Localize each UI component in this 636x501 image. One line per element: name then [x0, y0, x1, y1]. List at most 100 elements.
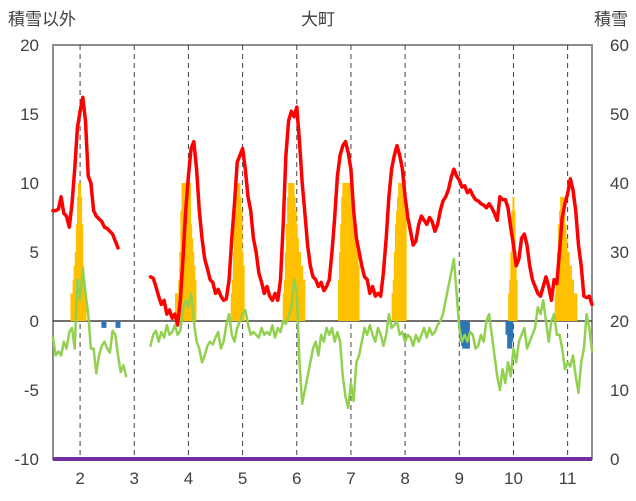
snow-depth-bar: [339, 252, 342, 321]
snow-depth-bar: [83, 279, 86, 321]
snow-depth-bar: [402, 183, 405, 321]
snow-depth-bar: [291, 183, 294, 321]
snow-depth-bar: [572, 279, 575, 321]
snow-depth-bar: [357, 265, 360, 321]
snow-depth-bar: [78, 183, 81, 321]
snow-depth-bar: [288, 183, 291, 321]
snow-depth-bar: [564, 224, 567, 321]
snow-depth-bar: [555, 279, 558, 321]
y-left-tick-label: -5: [24, 381, 39, 400]
snow-depth-bar: [187, 183, 190, 321]
snow-depth-bar: [292, 183, 295, 321]
red-series-line: [148, 105, 594, 327]
snow-depth-bar: [75, 224, 78, 321]
snow-depth-bar: [73, 265, 76, 321]
y-left-label: 積雪以外: [8, 10, 76, 30]
snow-depth-bar: [556, 252, 559, 321]
y-left-tick-label: -10: [14, 450, 39, 469]
x-tick-label: 10: [504, 469, 523, 488]
snow-depth-bar: [397, 196, 400, 321]
snow-depth-bar: [574, 293, 577, 321]
snow-depth-bar: [569, 265, 572, 321]
snow-depth-bar: [231, 279, 234, 321]
snow-depth-bar: [189, 183, 192, 321]
snow-depth-bar: [394, 224, 397, 321]
snow-depth-bar: [290, 183, 293, 321]
snow-depth-bar: [82, 265, 85, 321]
snow-depth-bar: [508, 293, 511, 321]
y-right-tick-label: 20: [610, 312, 629, 331]
snow-depth-bar: [401, 183, 404, 321]
x-tick-label: 9: [455, 469, 464, 488]
snow-depth-bar: [239, 196, 242, 321]
snow-depth-bar: [399, 183, 402, 321]
snow-depth-bar: [346, 183, 349, 321]
snow-depth-bar: [511, 210, 514, 321]
snow-depth-bar: [351, 183, 354, 321]
x-tick-label: 3: [130, 469, 139, 488]
snow-depth-bar: [355, 238, 358, 321]
snow-depth-bar: [185, 183, 188, 321]
y-left-tick-label: 0: [30, 312, 39, 331]
snow-depth-bar: [344, 183, 347, 321]
chart-title: 大町: [301, 10, 335, 30]
snow-depth-bar: [297, 252, 300, 321]
snow-depth-bar: [72, 279, 75, 321]
y-right-tick-label: 40: [610, 174, 629, 193]
green-series-line: [51, 267, 128, 378]
snow-depth-bar: [70, 293, 73, 321]
blue-bar: [508, 321, 514, 342]
snow-depth-bar: [563, 210, 566, 321]
snow-depth-bar: [567, 252, 570, 321]
y-left-tick-label: 10: [20, 174, 39, 193]
snow-depth-bar: [74, 252, 77, 321]
snow-depth-bar: [232, 252, 235, 321]
snow-depth-bar: [184, 183, 187, 321]
y-right-tick-label: 10: [610, 381, 629, 400]
snow-depth-bar: [289, 183, 292, 321]
snow-depth-bar: [403, 196, 406, 321]
snow-depth-bar: [236, 196, 239, 321]
snow-depth-bar: [342, 183, 345, 321]
snow-depth-bar: [235, 210, 238, 321]
snow-depth-bar: [296, 238, 299, 321]
snow-depth-bar: [391, 293, 394, 321]
snow-depth-bar: [79, 183, 82, 321]
snow-depth-bar: [573, 293, 576, 321]
snow-depth-bar: [347, 183, 350, 321]
snow-depth-bar: [352, 196, 355, 321]
snow-depth-bar: [393, 252, 396, 321]
snow-depth-bar: [283, 279, 286, 321]
y-left-tick-label: 20: [20, 36, 39, 55]
blue-bar: [464, 321, 470, 349]
snow-depth-bar: [190, 224, 193, 321]
snow-depth-bar: [302, 279, 305, 321]
snow-depth-bar: [242, 265, 245, 321]
snow-depth-bar: [395, 210, 398, 321]
snow-depth-bar: [341, 196, 344, 321]
snow-depth-bar: [353, 210, 356, 321]
snow-depth-bar: [299, 252, 302, 321]
snow-depth-bar: [356, 252, 359, 321]
snow-depth-bar: [575, 293, 578, 321]
snow-depth-bar: [240, 210, 243, 321]
snow-depth-bar: [241, 252, 244, 321]
y-right-tick-label: 50: [610, 105, 629, 124]
x-tick-label: 6: [292, 469, 301, 488]
snow-depth-bar: [348, 183, 351, 321]
snow-depth-bar: [512, 196, 515, 321]
snow-depth-bar: [80, 196, 83, 321]
snow-depth-bar: [510, 252, 513, 321]
snow-depth-bar: [194, 279, 197, 321]
snow-depth-bar: [565, 238, 568, 321]
x-tick-label: 11: [559, 469, 577, 488]
y-left-tick-label: 5: [30, 243, 39, 262]
snow-depth-bar: [176, 293, 179, 321]
green-series-line: [149, 257, 594, 410]
y-right-tick-label: 0: [610, 450, 619, 469]
snow-depth-bar: [174, 293, 177, 321]
snow-depth-bar: [230, 293, 233, 321]
snow-depth-bar: [238, 183, 241, 321]
